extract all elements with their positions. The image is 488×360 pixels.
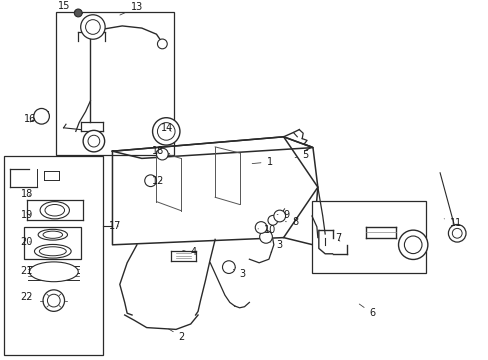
Bar xyxy=(4,156,102,355)
Circle shape xyxy=(398,230,427,260)
Text: 19: 19 xyxy=(20,210,33,220)
Circle shape xyxy=(255,222,266,233)
Text: 12: 12 xyxy=(151,176,163,186)
Text: 15: 15 xyxy=(58,1,76,12)
Circle shape xyxy=(273,210,285,222)
Text: 3: 3 xyxy=(270,240,282,250)
Circle shape xyxy=(85,20,100,34)
Text: 8: 8 xyxy=(285,217,298,228)
Text: 7: 7 xyxy=(334,233,341,243)
Text: 21: 21 xyxy=(20,266,33,276)
Ellipse shape xyxy=(39,247,66,256)
Ellipse shape xyxy=(40,202,69,219)
Circle shape xyxy=(404,236,421,253)
Ellipse shape xyxy=(38,229,67,240)
Ellipse shape xyxy=(34,244,71,258)
Circle shape xyxy=(267,215,277,225)
Text: 20: 20 xyxy=(20,237,33,247)
Text: 3: 3 xyxy=(233,269,245,279)
Circle shape xyxy=(451,228,461,238)
Text: 11: 11 xyxy=(443,218,461,228)
Circle shape xyxy=(47,294,60,307)
Circle shape xyxy=(157,123,175,140)
Circle shape xyxy=(156,148,168,160)
Text: 4: 4 xyxy=(183,247,197,257)
Circle shape xyxy=(144,175,156,186)
Circle shape xyxy=(447,225,465,242)
Bar xyxy=(24,227,81,259)
Text: 2: 2 xyxy=(168,329,184,342)
Circle shape xyxy=(83,130,104,152)
Circle shape xyxy=(222,261,235,274)
Ellipse shape xyxy=(43,231,62,238)
Text: 13: 13 xyxy=(120,2,143,15)
Bar xyxy=(56,12,173,155)
Circle shape xyxy=(34,108,49,124)
Ellipse shape xyxy=(29,262,78,282)
Circle shape xyxy=(157,39,167,49)
Text: 14: 14 xyxy=(161,123,173,133)
Text: 5: 5 xyxy=(294,150,308,160)
Circle shape xyxy=(152,118,180,145)
Text: 18: 18 xyxy=(20,189,33,199)
Text: 17: 17 xyxy=(108,221,121,231)
Text: 6: 6 xyxy=(359,304,375,318)
Text: 1: 1 xyxy=(252,157,272,167)
Circle shape xyxy=(259,230,272,243)
Text: 22: 22 xyxy=(20,292,33,302)
Text: 9: 9 xyxy=(277,210,289,220)
Circle shape xyxy=(43,290,64,311)
Text: 18: 18 xyxy=(151,146,163,156)
Circle shape xyxy=(88,135,100,147)
Bar xyxy=(311,201,426,273)
Circle shape xyxy=(81,15,105,39)
Circle shape xyxy=(74,9,82,17)
Text: 10: 10 xyxy=(258,225,276,235)
Ellipse shape xyxy=(45,204,64,216)
Text: 16: 16 xyxy=(23,114,36,124)
